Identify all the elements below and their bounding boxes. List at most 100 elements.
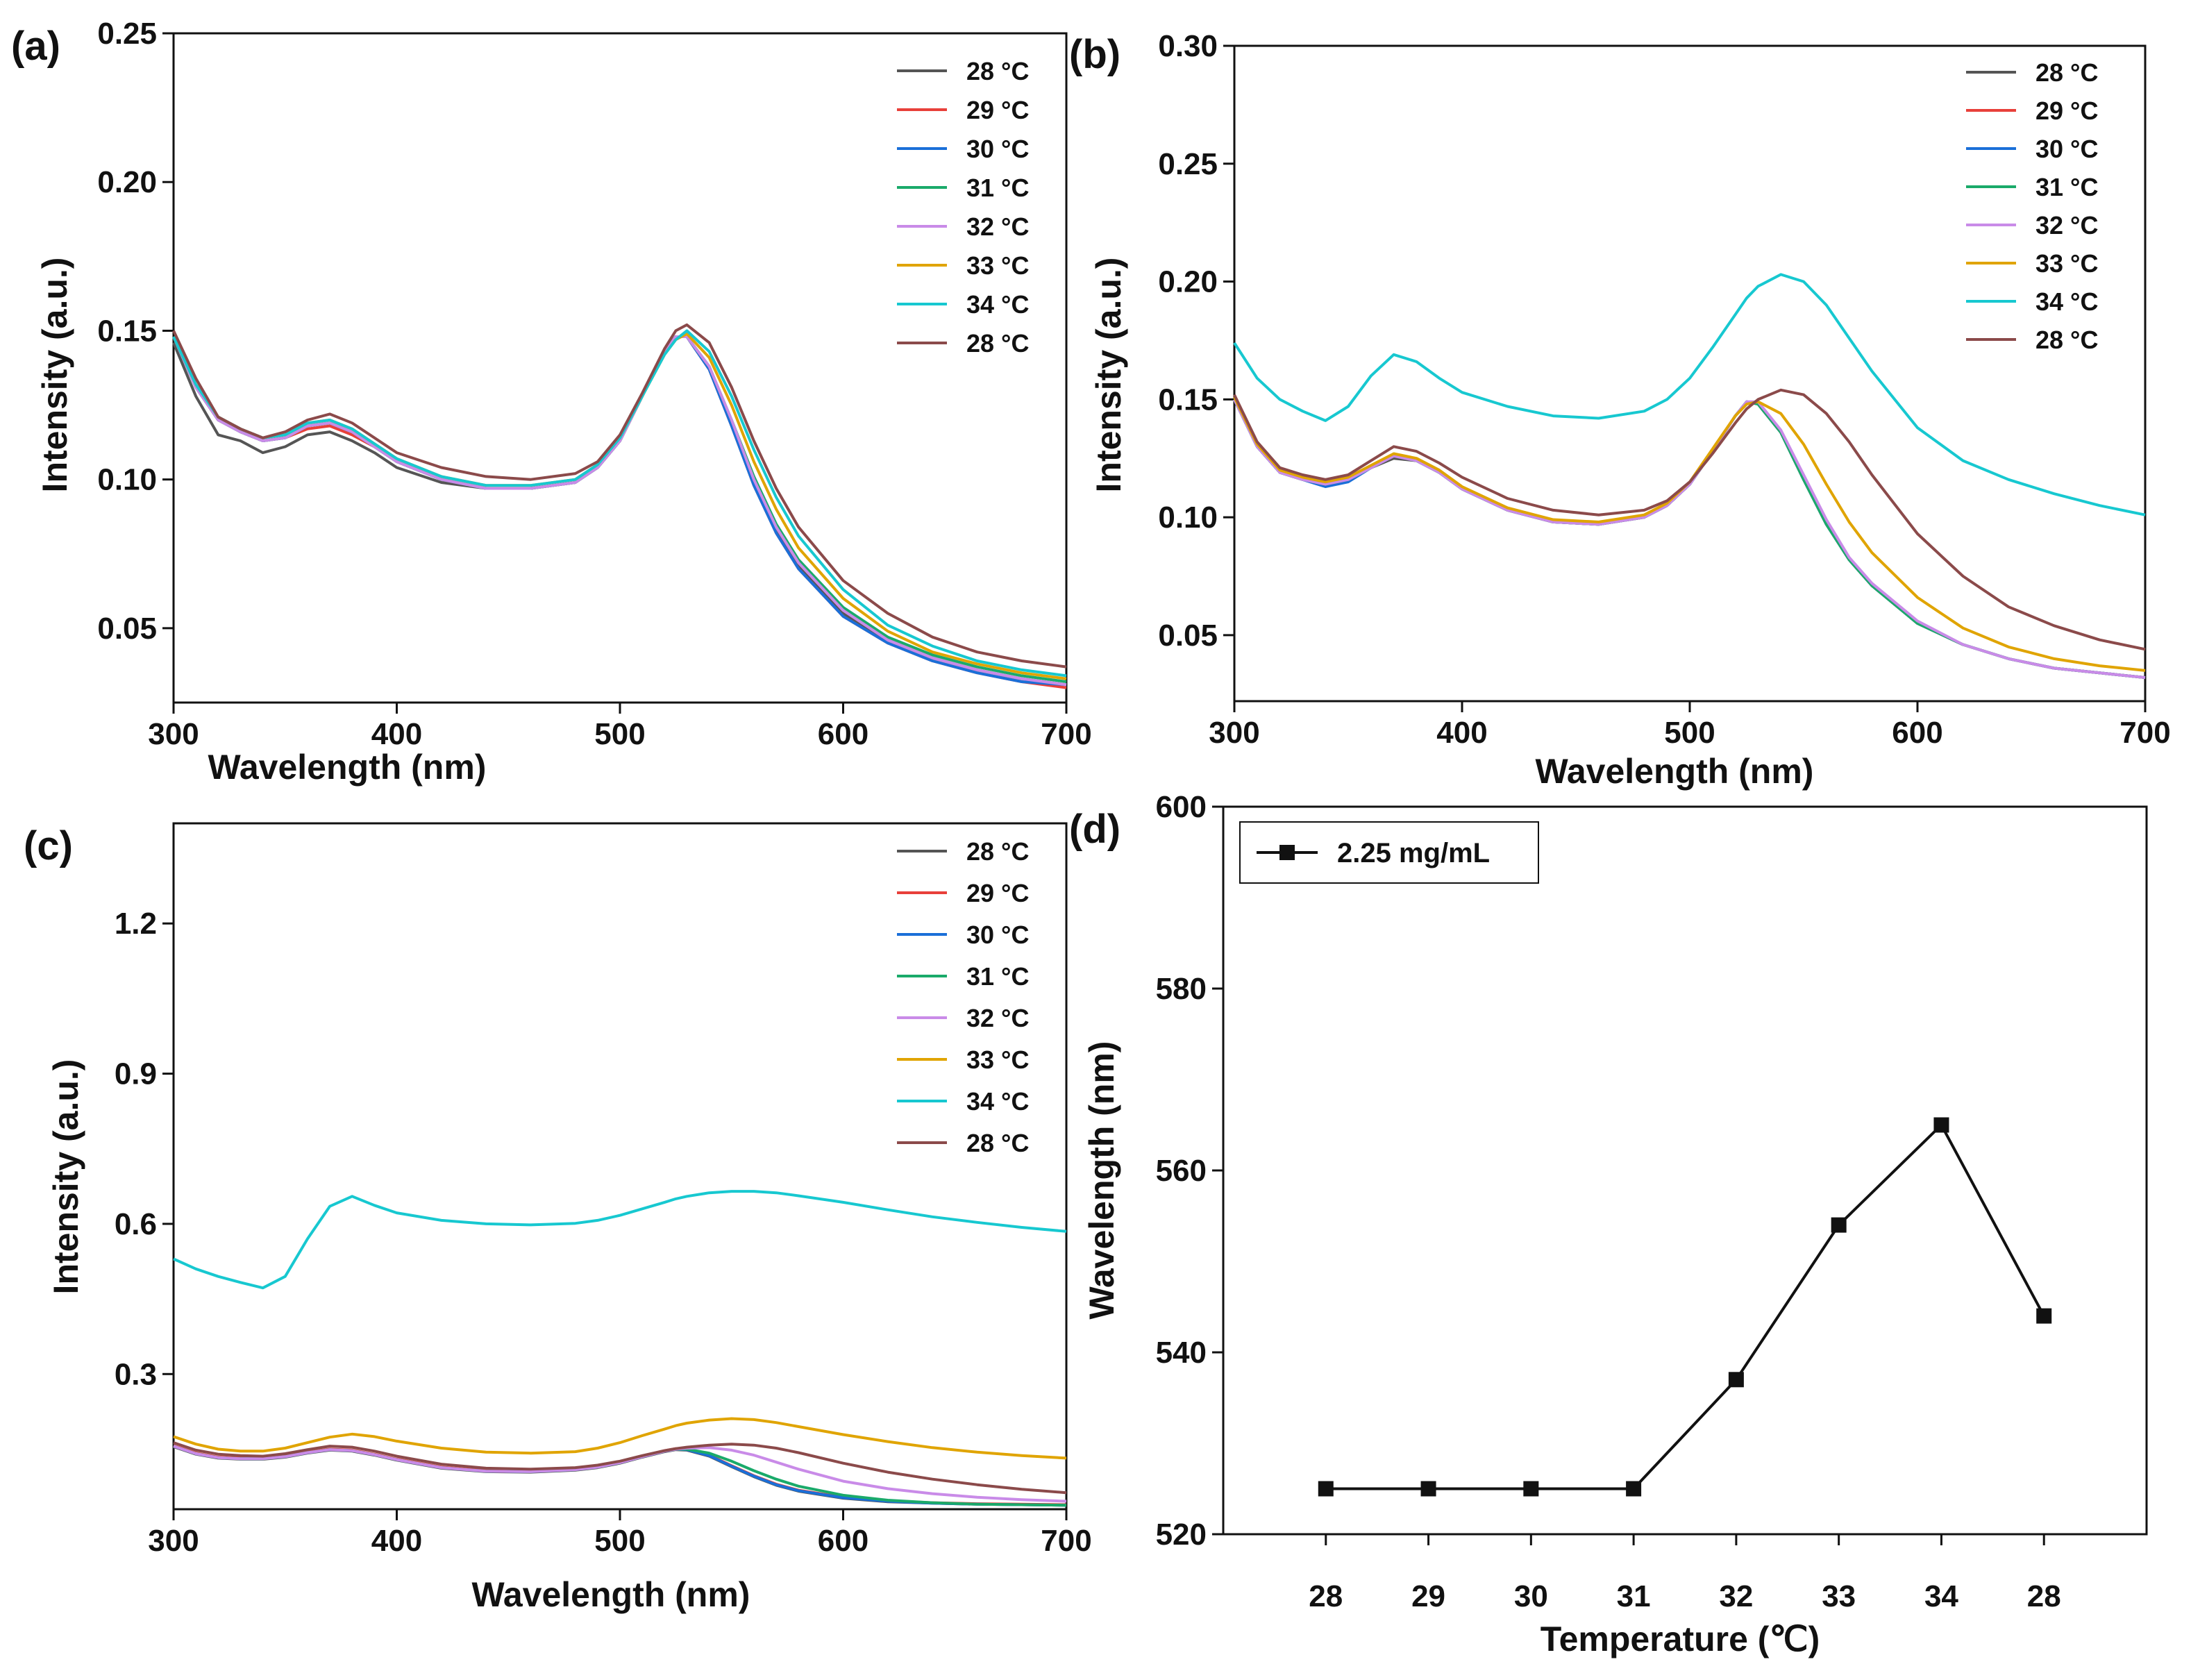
legend-label: 29 °C <box>966 879 1029 907</box>
x-tick-label: 600 <box>1892 716 1942 750</box>
y-tick-label: 1.2 <box>115 907 157 941</box>
legend-label: 34 °C <box>2035 287 2098 316</box>
panel-c: (c) Wavelength (nm) Intensity (a.u.) 300… <box>24 822 1092 1614</box>
panel-d: (d) Temperature (℃) Wavelength (nm) 28 29… <box>1069 790 2148 1658</box>
x-tick-label: 29 <box>1411 1579 1445 1613</box>
x-axis-label: Wavelength (nm) <box>208 748 487 787</box>
x-tick-label: 28 <box>2027 1579 2061 1613</box>
legend-label: 34 °C <box>966 290 1029 319</box>
y-tick-label: 0.3 <box>115 1357 157 1391</box>
x-tick-label: 400 <box>371 717 422 751</box>
panel-label: (d) <box>1069 807 1120 852</box>
x-tick-label: 500 <box>594 1524 645 1558</box>
data-point-marker <box>1933 1117 1949 1133</box>
series-line <box>1233 273 2146 516</box>
legend-label: 31 °C <box>966 174 1029 202</box>
legend-marker <box>1279 845 1295 860</box>
x-axis-label: Wavelength (nm) <box>472 1575 750 1614</box>
y-tick-label: 0.05 <box>97 612 157 646</box>
legend-label: 32 °C <box>966 212 1029 241</box>
x-tick-label: 700 <box>1041 717 1091 751</box>
x-tick-label: 400 <box>371 1524 422 1558</box>
legend-label: 34 °C <box>966 1087 1029 1116</box>
y-tick-label: 520 <box>1156 1518 1207 1552</box>
x-tick-label: 300 <box>148 717 199 751</box>
y-tick-label: 540 <box>1156 1336 1207 1370</box>
y-tick-label: 0.9 <box>115 1057 157 1091</box>
x-tick-label: 34 <box>1924 1579 1958 1613</box>
y-tick-label: 580 <box>1156 972 1207 1006</box>
y-axis-label: Intensity (a.u.) <box>1089 258 1128 493</box>
legend-label: 30 °C <box>966 921 1029 949</box>
legend-label: 28 °C <box>966 837 1029 866</box>
legend-label: 28 °C <box>966 329 1029 358</box>
x-tick-label: 30 <box>1514 1579 1548 1613</box>
plot-area: 28 29 30 31 32 33 34 28 520 540 560 580 600 2.25 mg/m… <box>1156 790 2148 1613</box>
data-point-marker <box>2036 1308 2052 1324</box>
legend-label: 30 °C <box>2035 135 2098 163</box>
panel-label: (b) <box>1069 32 1120 77</box>
legend-label: 33 °C <box>966 251 1029 280</box>
legend-label: 2.25 mg/mL <box>1337 838 1490 868</box>
panel-b: (b) Wavelength (nm) Intensity (a.u.) 300… <box>1069 29 2171 791</box>
y-tick-label: 0.20 <box>97 165 157 199</box>
y-axis-label: Wavelength (nm) <box>1082 1041 1121 1320</box>
y-tick-label: 560 <box>1156 1154 1207 1188</box>
series-line <box>173 1441 1067 1495</box>
x-tick-label: 700 <box>1041 1524 1091 1558</box>
series-line <box>173 1445 1067 1503</box>
panel-label: (c) <box>24 823 73 868</box>
y-tick-label: 0.10 <box>1158 501 1218 535</box>
legend-label: 28 °C <box>966 57 1029 85</box>
x-tick-label: 500 <box>594 717 645 751</box>
x-tick-label: 28 <box>1309 1579 1343 1613</box>
x-tick-label: 500 <box>1664 716 1715 750</box>
legend-label: 28 °C <box>966 1129 1029 1157</box>
plot-area: 300 400 500 600 700 0.3 0.6 0.9 1.2 28 °C 29 °C 30 … <box>115 822 1092 1558</box>
x-axis-label: Wavelength (nm) <box>1536 752 1814 791</box>
series-line <box>173 1190 1067 1290</box>
y-tick-label: 0.25 <box>97 17 157 51</box>
series-line <box>172 329 1067 678</box>
series-line <box>1233 398 2146 679</box>
series-line <box>1233 388 2146 651</box>
series-line <box>172 323 1067 669</box>
plot-area: 300 400 500 600 700 0.05 0.10 0.15 0.20 0.25 28 °C… <box>97 17 1091 751</box>
x-axis-label: Temperature (℃) <box>1541 1620 1820 1658</box>
x-tick-label: 700 <box>2119 716 2170 750</box>
x-tick-label: 33 <box>1822 1579 1856 1613</box>
legend-label: 28 °C <box>2035 326 2098 354</box>
data-point-marker <box>1523 1481 1539 1497</box>
series-line <box>172 335 1067 687</box>
legend-label: 31 °C <box>2035 173 2098 201</box>
x-tick-label: 31 <box>1617 1579 1651 1613</box>
plot-area: 300 400 500 600 700 0.05 0.10 0.15 0.20 0.25 0.30 2… <box>1158 29 2170 750</box>
panel-label: (a) <box>11 24 60 69</box>
x-tick-label: 32 <box>1719 1579 1753 1613</box>
x-tick-label: 600 <box>818 717 868 751</box>
panel-a: (a) Wavelength (nm) Intensity (a.u.) 300… <box>11 17 1092 787</box>
legend-label: 33 °C <box>2035 249 2098 278</box>
legend-label: 32 °C <box>2035 211 2098 240</box>
legend-label: 31 °C <box>966 962 1029 991</box>
data-point-marker <box>1318 1481 1334 1497</box>
legend-label: 29 °C <box>966 96 1029 124</box>
legend-label: 29 °C <box>2035 96 2098 125</box>
legend-label: 30 °C <box>966 135 1029 163</box>
y-tick-label: 0.10 <box>97 463 157 497</box>
legend-label: 33 °C <box>966 1045 1029 1074</box>
y-axis-label: Intensity (a.u.) <box>47 1059 85 1295</box>
legend-label: 32 °C <box>966 1004 1029 1032</box>
data-point-marker <box>1728 1372 1744 1388</box>
y-tick-label: 0.15 <box>1158 383 1218 417</box>
y-tick-label: 0.15 <box>97 314 157 348</box>
y-tick-label: 0.25 <box>1158 147 1218 181</box>
series-line <box>1325 1123 2045 1490</box>
data-point-marker <box>1831 1217 1847 1233</box>
data-point-marker <box>1626 1481 1642 1497</box>
x-tick-label: 600 <box>818 1524 868 1558</box>
x-tick-label: 300 <box>1209 716 1259 750</box>
y-tick-label: 600 <box>1156 790 1207 824</box>
y-tick-label: 0.30 <box>1158 29 1218 63</box>
